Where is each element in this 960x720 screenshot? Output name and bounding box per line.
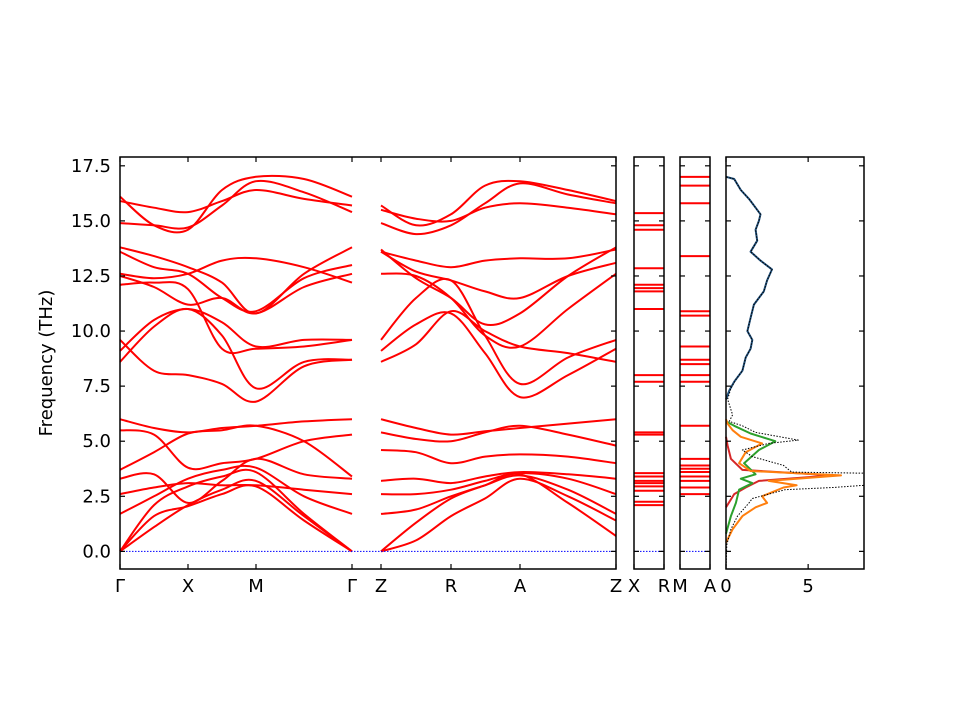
band-line-gamma-x-m-gamma-4 (119, 464, 353, 515)
band-line-gamma-x-m-gamma-16 (119, 250, 353, 313)
segment-path-label-M-2: M (672, 576, 688, 597)
y-tick-label-5-0: 5.0 (82, 431, 111, 452)
band-line-z-r-a-z-7 (380, 424, 617, 447)
band-path-label-p915-3: Γ (347, 576, 357, 597)
y-tick-label-12-5: 12.5 (71, 266, 111, 287)
band-line-z-r-a-z-3 (380, 474, 617, 515)
dos-x-tick-label-0: 0 (720, 576, 731, 597)
band-line-z-r-a-z-13 (380, 248, 617, 269)
band-line-z-r-a-z-15 (380, 250, 617, 300)
band-path-label-p90-4: Z (375, 576, 387, 597)
band-path-label-p77-2: M (248, 576, 264, 597)
band-line-gamma-x-m-gamma-20 (119, 174, 353, 234)
band-path-label-p88-1: X (182, 576, 194, 597)
dos-blue-curve (725, 175, 773, 400)
band-line-z-r-a-z-18 (380, 179, 617, 227)
band-structure-lines (119, 174, 617, 553)
band-segment-m-a (680, 175, 710, 552)
dos-green-curve (725, 420, 777, 534)
plot-frames (119, 156, 865, 570)
segment-path-label-X-0: X (628, 576, 640, 597)
band-line-z-r-a-z-9 (380, 310, 617, 363)
band-line-z-r-a-z-10 (380, 311, 617, 399)
band-line-gamma-x-m-gamma-10 (119, 307, 353, 390)
band-path-label-p65-6: A (514, 576, 527, 597)
dos-total-curve (725, 176, 865, 570)
band-line-z-r-a-z-16 (380, 182, 617, 236)
band-panel-frame (119, 156, 617, 570)
band-line-gamma-x-m-gamma-19 (119, 188, 353, 214)
band-path-label-p90-7: Z (610, 576, 622, 597)
band-line-gamma-x-m-gamma-18 (119, 179, 353, 230)
x-r-panel-frame (633, 156, 665, 570)
y-tick-label-2-5: 2.5 (82, 486, 111, 507)
dos-panel-frame (725, 156, 865, 570)
band-line-z-r-a-z-1 (380, 477, 617, 553)
band-line-gamma-x-m-gamma-9 (119, 418, 353, 434)
y-tick-label-10-0: 10.0 (71, 321, 111, 342)
band-line-gamma-x-m-gamma-12 (119, 339, 353, 403)
band-line-z-r-a-z-12 (380, 272, 617, 349)
band-line-gamma-x-m-gamma-3 (119, 468, 353, 553)
band-path-label-p82-5: R (445, 576, 458, 597)
band-line-gamma-x-m-gamma-5 (119, 482, 353, 496)
y-tick-label-17-5: 17.5 (71, 156, 111, 177)
dos-x-tick-label-5: 5 (802, 576, 813, 597)
band-line-gamma-x-m-gamma-1 (119, 484, 353, 553)
segment-path-label-R-1: R (658, 576, 671, 597)
band-line-gamma-x-m-gamma-8 (119, 429, 353, 471)
band-line-gamma-x-m-gamma-17 (119, 246, 353, 315)
y-tick-label-0-0: 0.0 (82, 541, 111, 562)
band-path-label-p915-0: Γ (115, 576, 125, 597)
band-line-gamma-x-m-gamma-15 (119, 256, 353, 284)
y-tick-label-15-0: 15.0 (71, 211, 111, 232)
band-line-z-r-a-z-17 (380, 202, 617, 223)
y-axis-label: Frequency (THz) (36, 290, 57, 437)
y-tick-label-7-5: 7.5 (82, 376, 111, 397)
dos-orange-curve (725, 418, 842, 544)
m-a-panel-frame (679, 156, 711, 570)
band-line-gamma-x-m-gamma-6 (119, 457, 353, 504)
band-line-gamma-x-m-gamma-2 (119, 478, 353, 553)
band-line-gamma-x-m-gamma-11 (119, 307, 353, 352)
band-line-z-r-a-z-4 (380, 472, 617, 496)
band-line-z-r-a-z-6 (380, 449, 617, 465)
band-line-gamma-x-m-gamma-13 (119, 281, 353, 355)
band-line-z-r-a-z-5 (380, 471, 617, 485)
band-segment-x-r (634, 212, 664, 552)
segment-path-label-A-3: A (704, 576, 717, 597)
phonon-dos-curves (725, 175, 865, 570)
band-line-z-r-a-z-8 (380, 418, 617, 436)
axis-ticks: 0.02.55.07.510.012.515.017.5Γ X M Γ Z R A Z X R M A… (71, 156, 864, 597)
